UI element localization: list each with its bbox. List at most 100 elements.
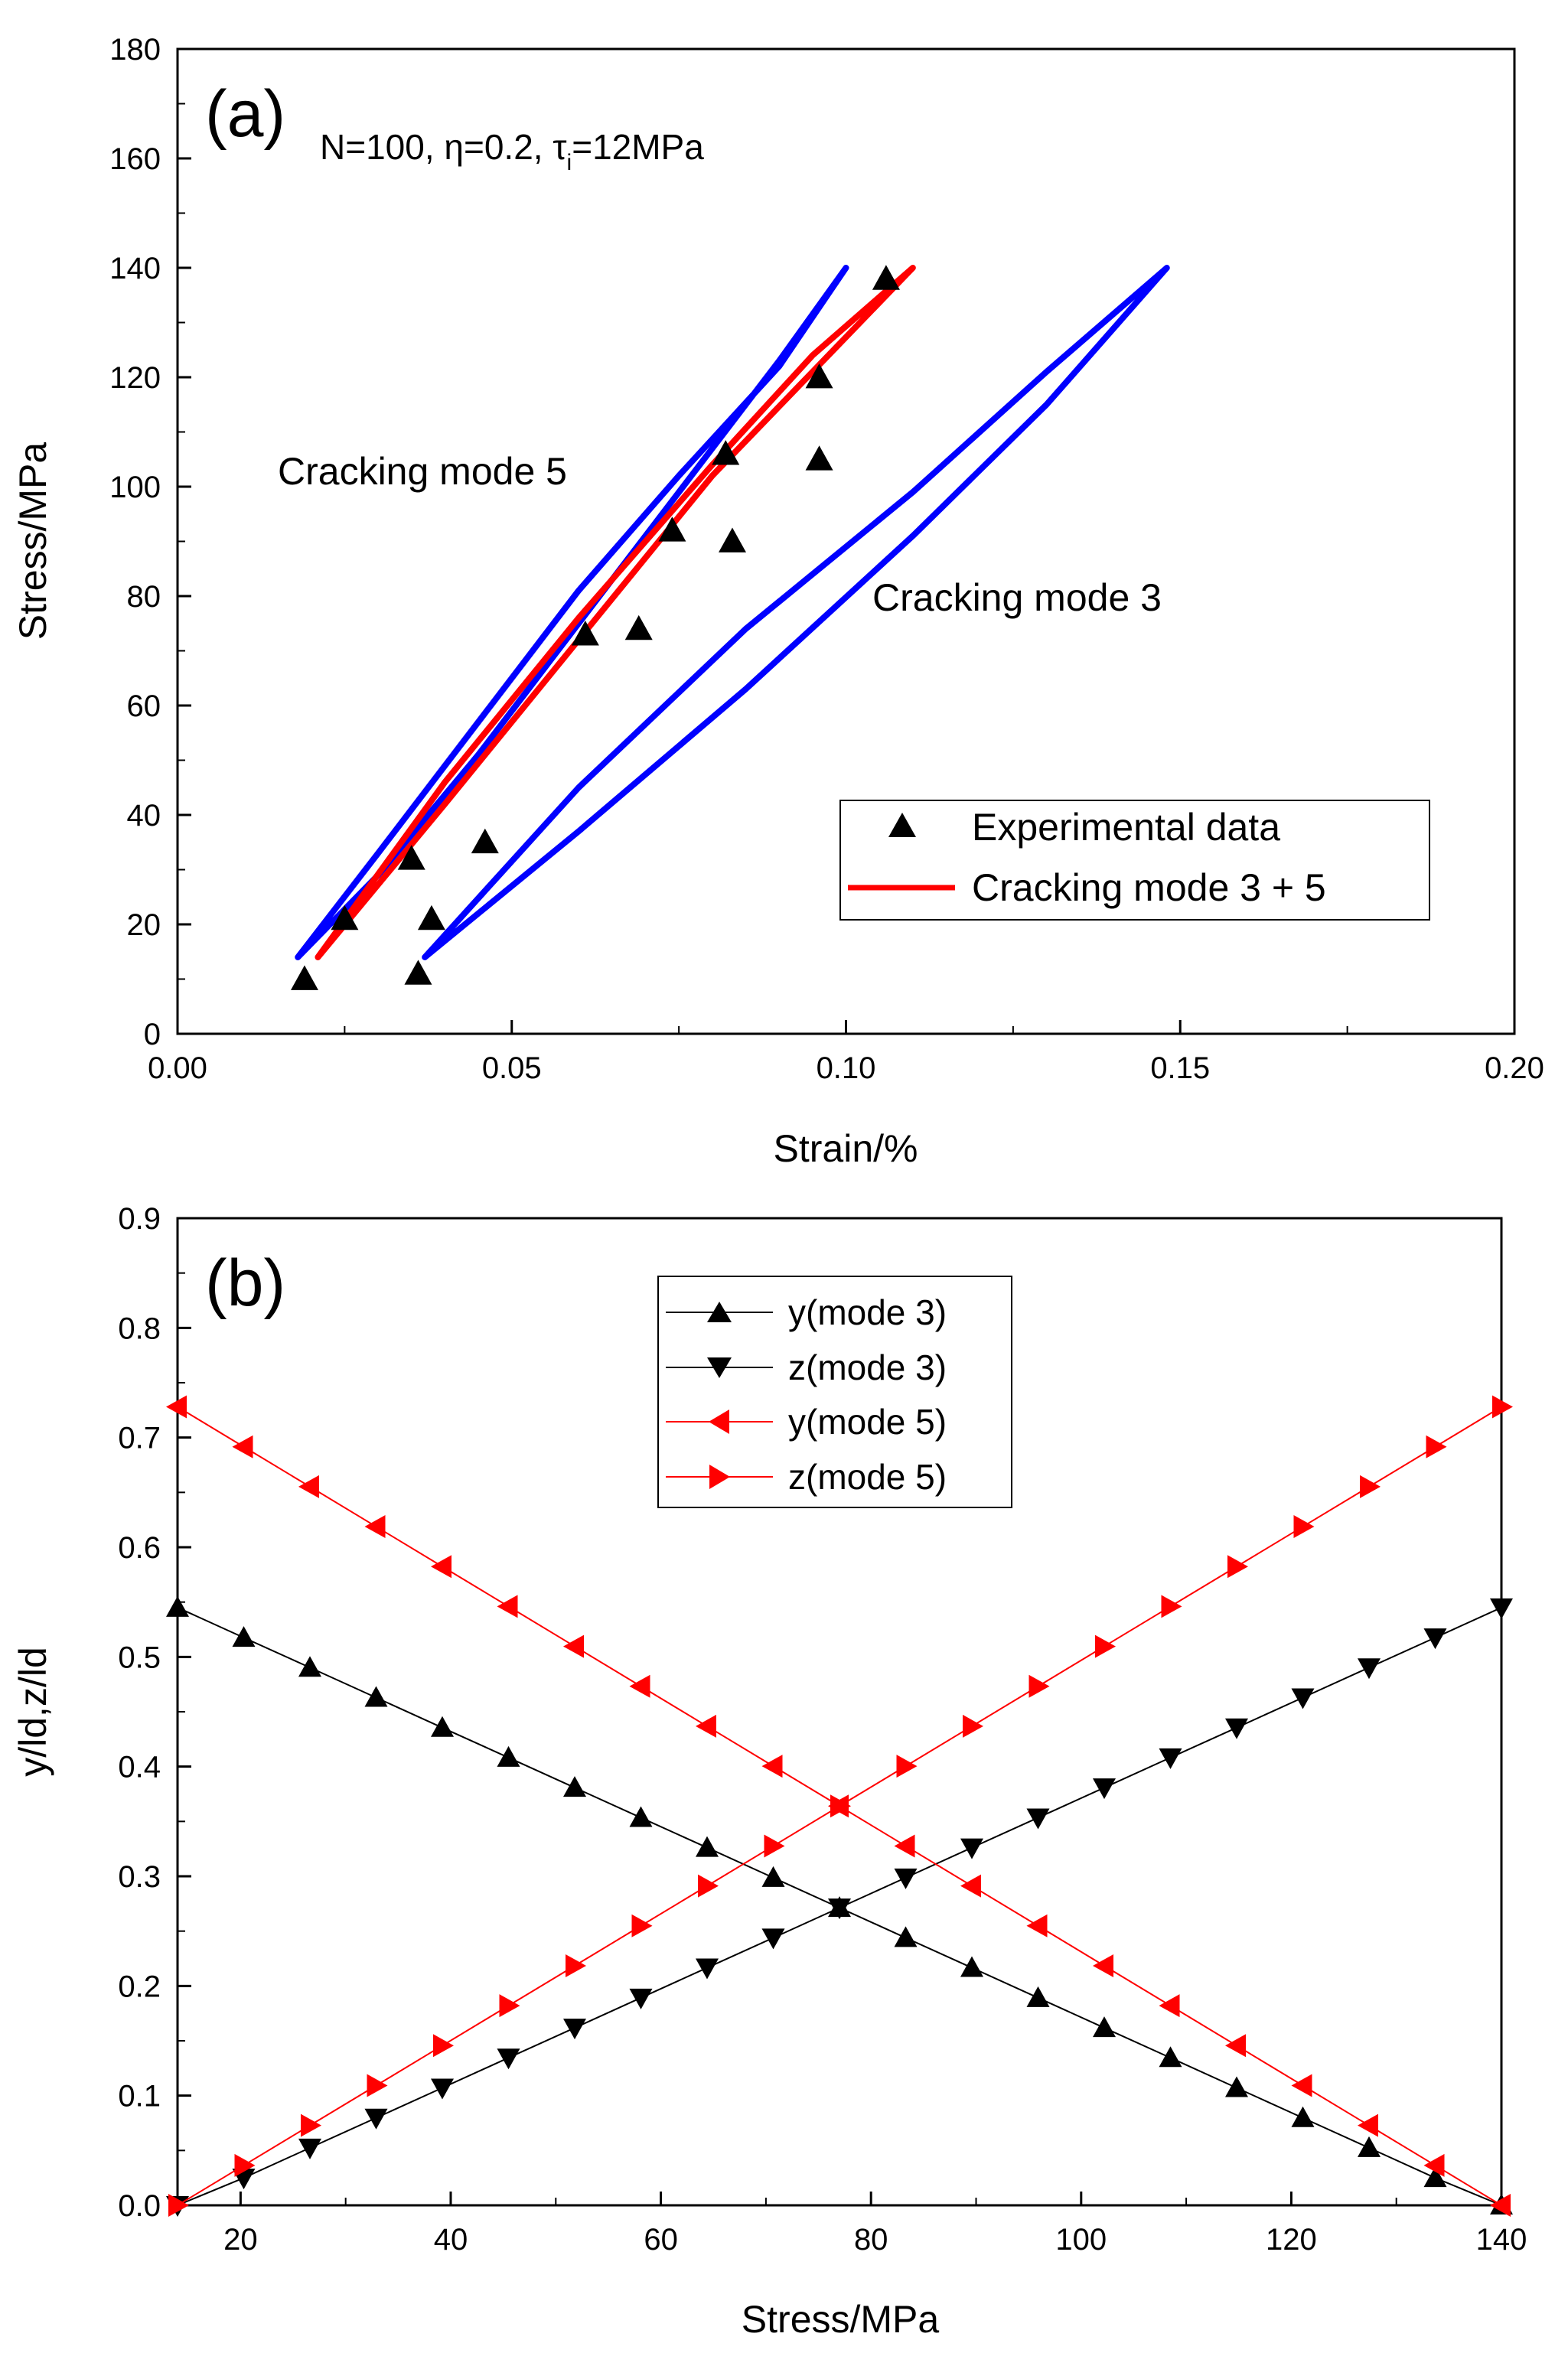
param-eta: η=0.2, [444,127,553,167]
series-a [295,265,1170,960]
point-z-mode-5 [234,2153,256,2177]
x-tick-label-b: 120 [1266,2223,1317,2257]
y-tick-label-b: 0.3 [118,1860,161,1894]
point-y-mode-5 [761,1755,783,1778]
x-tick-label-b: 140 [1476,2223,1527,2257]
point-y-mode-3 [761,1866,785,1887]
panel-label-a: (a) [205,77,285,151]
point-y-mode-5 [431,1555,451,1579]
point-z-mode-3 [960,1838,983,1859]
x-axis-title-a: Strain/% [774,1127,918,1170]
point-z-mode-5 [698,1874,719,1898]
series-b [166,1395,1513,2217]
point-z-mode-5 [1492,1395,1513,1419]
point-y-mode-3 [497,1745,520,1767]
legend-marker-experimental [888,813,916,837]
legend-label-y-mode-3: y(mode 3) [788,1292,947,1332]
point-z-mode-5 [301,2113,321,2137]
x-tick-label-b: 80 [854,2223,888,2257]
y-tick-label-a: 0 [144,1018,161,1051]
point-y-mode-3 [1423,2166,1447,2188]
y-tick-label-a: 40 [127,799,161,833]
tick-marks-b [178,1217,1503,2207]
point-y-mode-3 [563,1776,586,1797]
point-z-mode-3 [1490,1598,1513,1619]
legend-label-y-mode-5: y(mode 5) [788,1402,947,1442]
tick-labels-b: 20 40 60 80 100 120 140 0.0 0.1 0.2 0.3 0.4 0.5 0.6 0.… [118,1202,1527,2257]
experimental-point [290,965,318,990]
point-y-mode-5 [629,1674,650,1698]
experimental-point [331,904,359,930]
point-z-mode-3 [761,1928,785,1950]
x-tick-label-a: 0.00 [148,1051,207,1085]
param-tau-value: =12MPa [572,127,704,167]
point-y-mode-5 [497,1595,518,1618]
y-tick-label-b: 0.7 [118,1422,161,1455]
y-tick-label-b: 0.8 [118,1312,161,1345]
point-y-mode-3 [1159,2046,1182,2068]
point-z-mode-5 [963,1714,983,1738]
point-y-mode-3 [431,1716,454,1737]
experimental-point [805,363,833,389]
point-z-mode-3 [431,2078,454,2100]
parameter-label: N=100, η=0.2, τi=12MPa [320,127,704,175]
experimental-point [404,960,432,985]
y-axis-title-a: Stress/MPa [11,442,54,640]
experimental-points [290,265,900,990]
legend-a: Experimental data Cracking mode 3 + 5 [839,800,1430,921]
point-z-mode-3 [696,1958,719,1980]
point-y-mode-3 [364,1686,388,1707]
x-axis-title-b: Stress/MPa [742,2298,940,2341]
x-tick-label-b: 60 [644,2223,678,2257]
point-y-mode-5 [696,1714,716,1738]
experimental-point [397,845,425,870]
y-tick-label-b: 0.9 [118,1202,161,1236]
point-y-mode-3 [166,1595,189,1617]
loop-cracking-mode-5 [295,265,849,960]
experimental-point [571,621,599,646]
param-n: N=100, [320,127,444,167]
point-z-mode-3 [1026,1808,1050,1830]
experimental-point [471,828,499,854]
point-y-mode-5 [166,1395,187,1419]
y-tick-label-b: 0.2 [118,1970,161,2003]
y-tick-label-a: 60 [127,689,161,723]
panel-label-b: (b) [205,1247,285,1320]
legend-label-mode-3-5: Cracking mode 3 + 5 [972,866,1326,909]
point-y-mode-3 [298,1656,321,1677]
point-z-mode-5 [1227,1555,1248,1579]
point-y-mode-3 [696,1836,719,1857]
point-y-mode-3 [960,1956,983,1977]
experimental-point [712,440,740,465]
y-tick-label-b: 0.4 [118,1751,161,1784]
legend-marker-y-mode-3 [707,1302,732,1322]
experimental-point [872,265,900,290]
legend-marker-z-mode-5 [709,1465,730,1489]
point-z-mode-3 [563,2019,586,2040]
y-axis-title-b: y/ld,z/ld [11,1647,54,1777]
y-tick-label-b: 0.1 [118,2080,161,2113]
y-tick-label-a: 160 [109,142,161,176]
tick-marks-a [176,47,1516,1035]
y-tick-label-a: 80 [127,580,161,614]
point-z-mode-5 [367,2074,388,2097]
point-y-mode-5 [894,1834,915,1858]
point-z-mode-3 [629,1988,653,2009]
point-z-mode-5 [1360,1475,1381,1498]
point-z-mode-5 [1028,1674,1050,1698]
param-tau-sub: i [567,150,572,175]
y-tick-label-a: 20 [127,908,161,942]
tick-labels-a: 0.00 0.05 0.10 0.15 0.20 0 20 40 60 80 100 120 140 16… [109,33,1544,1085]
point-z-mode-5 [1426,1435,1447,1458]
experimental-point [805,445,833,471]
panel-a: 0.00 0.05 0.10 0.15 0.20 0 20 40 60 80 100 120 140 16… [11,33,1544,1170]
panel-b: 20 40 60 80 100 120 140 0.0 0.1 0.2 0.3 0.4 0.5 0.6 0.… [11,1202,1527,2341]
x-tick-label-a: 0.15 [1150,1051,1210,1085]
legend-label-experimental: Experimental data [972,806,1280,849]
point-y-mode-5 [1159,1994,1180,2018]
point-y-mode-3 [1026,1986,1050,2007]
experimental-point [624,614,653,640]
point-z-mode-3 [298,2138,321,2159]
point-y-mode-3 [1093,2016,1116,2038]
point-y-mode-3 [1358,2136,1381,2157]
